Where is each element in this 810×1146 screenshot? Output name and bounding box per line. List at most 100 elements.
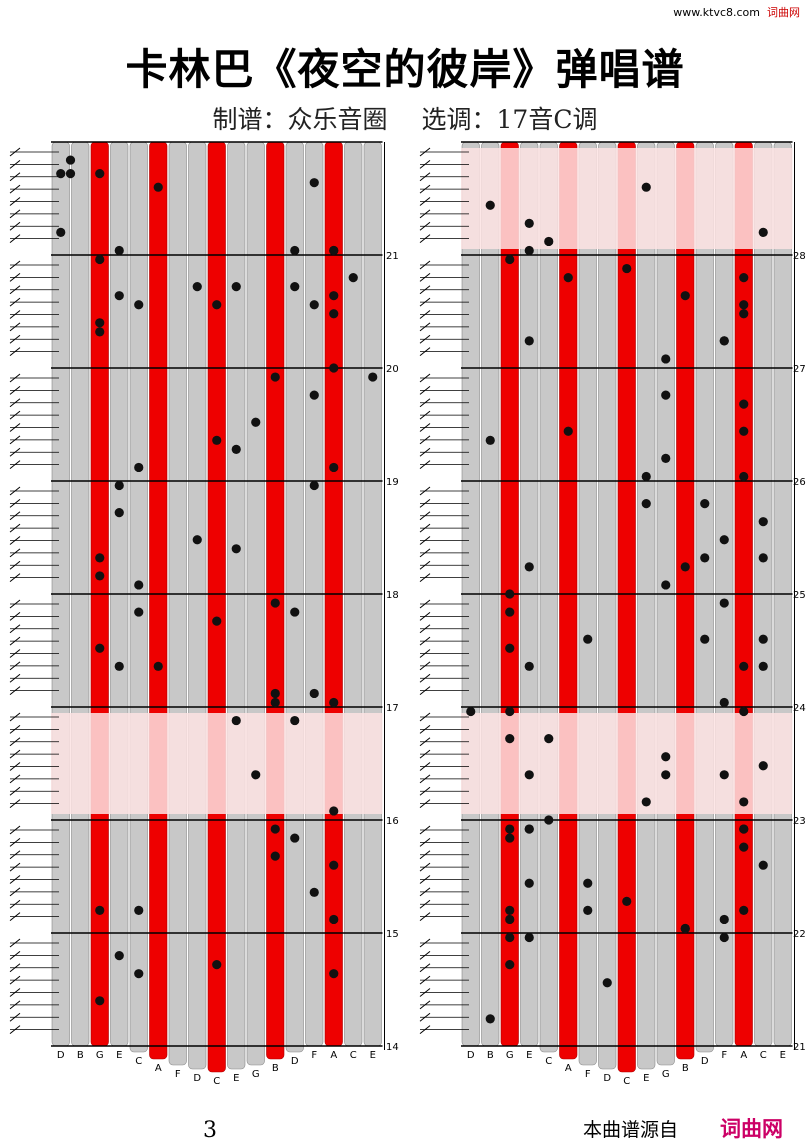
note-dot <box>212 435 222 445</box>
beat-arrow <box>419 661 431 671</box>
note-dot <box>309 688 319 699</box>
beat-arrow <box>9 762 21 771</box>
note-dot <box>505 833 515 843</box>
beat-arrow <box>419 712 431 722</box>
note-dot <box>505 643 515 653</box>
note-dot <box>524 245 534 256</box>
beat-arrow <box>9 724 21 734</box>
note-dot <box>758 661 768 671</box>
note-dot <box>114 291 124 301</box>
site-url[interactable]: www.ktvc8.com 词曲网 <box>673 6 800 19</box>
note-dot <box>368 372 378 382</box>
highlight-band <box>461 713 793 814</box>
beat-arrow <box>9 385 21 395</box>
note-dot <box>583 878 593 888</box>
note-dot <box>739 842 749 852</box>
beat-arrow <box>419 310 431 319</box>
beat-arrow <box>9 234 21 244</box>
note-dot <box>505 824 515 834</box>
beat-arrow <box>419 1000 431 1010</box>
beat-arrow <box>419 636 431 646</box>
note-dot <box>661 752 671 762</box>
measure-number: 27 <box>793 364 806 375</box>
beat-arrow <box>419 385 431 395</box>
note-dot <box>758 860 768 870</box>
note-dot <box>153 661 163 671</box>
key-label: B <box>487 1050 494 1061</box>
note-dot <box>680 923 690 934</box>
note-dot <box>563 273 573 283</box>
key-label: E <box>526 1050 532 1061</box>
beat-arrow <box>9 272 21 282</box>
note-dot <box>309 300 319 310</box>
beat-arrow <box>9 938 21 948</box>
beat-arrow <box>9 460 21 470</box>
beat-arrow <box>9 435 21 445</box>
note-dot <box>524 218 534 228</box>
beat-arrow <box>9 260 21 270</box>
beat-arrow <box>9 310 21 319</box>
note-dot <box>212 616 222 626</box>
measure-number: 14 <box>386 1042 399 1053</box>
key-label: C <box>135 1056 142 1067</box>
beat-arrow <box>419 548 431 558</box>
beat-arrow <box>419 498 431 508</box>
key-label: F <box>311 1050 317 1061</box>
page-title: 卡林巴《夜空的彼岸》弹唱谱 <box>125 45 685 94</box>
note-dot <box>329 309 339 319</box>
key-label: G <box>662 1069 670 1080</box>
page-number: 3 <box>203 1118 217 1143</box>
note-dot <box>309 178 319 188</box>
note-dot <box>329 914 339 925</box>
beat-arrow <box>419 272 431 282</box>
note-dot <box>134 905 144 916</box>
note-dot <box>719 535 729 545</box>
note-dot <box>329 860 339 870</box>
beat-arrow <box>9 686 21 696</box>
note-dot <box>95 905 105 916</box>
measure-number: 28 <box>793 251 806 262</box>
note-dot <box>270 688 280 699</box>
measure-number: 25 <box>793 590 806 601</box>
note-dot <box>65 169 76 179</box>
note-dot <box>114 951 124 961</box>
note-dot <box>758 227 768 237</box>
beat-arrow <box>419 686 431 696</box>
beat-arrow <box>419 184 431 194</box>
note-dot <box>290 715 300 726</box>
beat-arrow <box>9 611 21 621</box>
note-dot <box>641 182 651 192</box>
note-dot <box>505 914 515 925</box>
note-dot <box>270 697 280 708</box>
note-dot <box>524 878 534 888</box>
key-left-5 <box>149 141 168 1060</box>
note-dot <box>661 390 671 400</box>
beat-arrow <box>9 875 21 884</box>
beat-arrow <box>9 636 21 646</box>
beat-arrow <box>419 724 431 734</box>
beat-arrow <box>9 673 21 683</box>
arranger-credit: 制谱：众乐音圈 <box>212 105 388 134</box>
beat-arrow <box>9 209 21 219</box>
note-dot <box>329 969 339 979</box>
note-dot <box>212 960 222 970</box>
note-dot <box>192 282 202 292</box>
beat-arrow <box>419 825 431 835</box>
beat-arrow <box>9 322 21 332</box>
key-label: B <box>77 1050 84 1061</box>
note-dot <box>661 354 671 364</box>
footer-brand[interactable]: 词曲网 <box>720 1117 783 1141</box>
key-label: G <box>252 1069 260 1080</box>
note-dot <box>56 227 66 237</box>
beat-arrow <box>9 347 21 357</box>
key-right-4 <box>539 141 558 1053</box>
key-label: E <box>780 1050 786 1061</box>
note-dot <box>231 282 241 292</box>
key-left-10 <box>246 141 265 1066</box>
beat-arrow <box>9 523 21 533</box>
note-dot <box>134 300 144 310</box>
beat-arrow <box>9 661 21 671</box>
beat-arrow <box>419 560 431 570</box>
key-label: F <box>721 1050 727 1061</box>
beat-arrow <box>9 963 21 973</box>
